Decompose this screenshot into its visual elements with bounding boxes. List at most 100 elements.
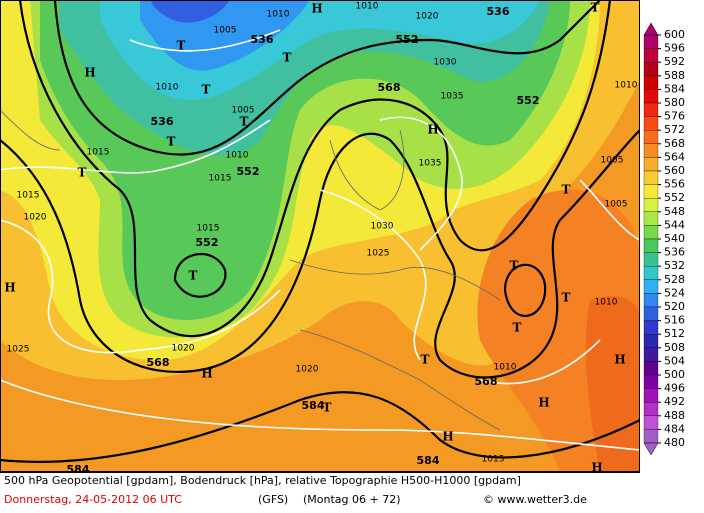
isobar-label: 1020 xyxy=(296,365,319,375)
isobar-label: 1015 xyxy=(209,174,232,184)
contour-label: 552 xyxy=(237,165,260,178)
colorbar-label: 572 xyxy=(664,123,685,136)
isobar-label: 1005 xyxy=(601,156,624,166)
colorbar-label: 600 xyxy=(664,28,685,41)
contour-label: 584 xyxy=(417,454,440,467)
contour-label: 568 xyxy=(475,375,498,388)
colorbar-label: 588 xyxy=(664,69,685,82)
isobar-label: 1010 xyxy=(494,363,517,373)
contour-label: 536 xyxy=(487,5,510,18)
colorbar-label: 552 xyxy=(664,191,685,204)
pressure-center: H xyxy=(427,123,438,137)
isobar-label: 1010 xyxy=(356,2,379,12)
colorbar-label: 532 xyxy=(664,259,685,272)
contour-label: 568 xyxy=(378,81,401,94)
colorbar-bottom-cap xyxy=(643,442,659,456)
isobar-label: 1010 xyxy=(267,10,290,20)
contour-label: 536 xyxy=(251,33,274,46)
isobar-label: 1025 xyxy=(367,249,390,259)
isobar-label: 1035 xyxy=(419,159,442,169)
pressure-center: T xyxy=(591,1,600,15)
colorbar-swatch xyxy=(643,89,659,104)
colorbar-label: 512 xyxy=(664,327,685,340)
colorbar-swatch xyxy=(643,48,659,63)
contour-label: 568 xyxy=(147,356,170,369)
pressure-center: H xyxy=(614,353,625,367)
isobar-label: 1010 xyxy=(615,81,638,91)
colorbar-swatch xyxy=(643,402,659,416)
colorbar-label: 520 xyxy=(664,300,685,313)
colorbar-swatch xyxy=(643,334,659,348)
colorbar-label: 560 xyxy=(664,164,685,177)
colorbar-label: 492 xyxy=(664,395,685,408)
isobar-label: 1020 xyxy=(172,344,195,354)
colorbar-swatch xyxy=(643,252,659,267)
isobar-label: 1030 xyxy=(434,58,457,68)
pressure-center: H xyxy=(201,367,212,381)
colorbar-label: 480 xyxy=(664,436,685,449)
contour-label: 552 xyxy=(396,33,419,46)
colorbar-label: 540 xyxy=(664,232,685,245)
colorbar-label: 504 xyxy=(664,354,685,367)
colorbar-label: 528 xyxy=(664,273,685,286)
isobar-label: 1015 xyxy=(87,148,110,158)
colorbar-label: 524 xyxy=(664,286,685,299)
colorbar-label: 596 xyxy=(664,42,685,55)
colorbar-label: 592 xyxy=(664,55,685,68)
isobar-label: 1015 xyxy=(17,191,40,201)
isobar-label: 1010 xyxy=(156,83,179,93)
pressure-center: T xyxy=(189,269,198,283)
pressure-center: T xyxy=(421,353,430,367)
colorbar-swatch xyxy=(643,143,659,158)
colorbar-label: 556 xyxy=(664,178,685,191)
isobar-label: 1035 xyxy=(441,92,464,102)
pressure-center: T xyxy=(177,39,186,53)
colorbar-label: 544 xyxy=(664,218,685,231)
isobar-label: 1010 xyxy=(226,151,249,161)
isobar-label: 1010 xyxy=(595,298,618,308)
colorbar-label: 488 xyxy=(664,409,685,422)
colorbar-label: 496 xyxy=(664,382,685,395)
isobar-label: 1020 xyxy=(24,213,47,223)
colorbar-swatch xyxy=(643,266,659,280)
contour-label: 552 xyxy=(517,94,540,107)
colorbar-swatch xyxy=(643,198,659,212)
colorbar-top-cap xyxy=(643,22,659,36)
colorbar-swatch xyxy=(643,320,659,335)
pressure-center: T xyxy=(562,183,571,197)
isobar-label: 1015 xyxy=(482,455,505,465)
colorbar-swatch xyxy=(643,361,659,376)
colorbar-swatch xyxy=(643,170,659,185)
colorbar-label: 576 xyxy=(664,110,685,123)
contour-label: 584 xyxy=(302,399,325,412)
colorbar-label: 564 xyxy=(664,150,685,163)
colorbar-swatch xyxy=(643,184,659,199)
colorbar-swatch xyxy=(643,238,659,253)
colorbar-swatch xyxy=(643,211,659,226)
footer-run: (Montag 06 + 72) xyxy=(303,493,401,506)
colorbar-swatch xyxy=(643,130,659,144)
colorbar-swatch xyxy=(643,116,659,131)
pressure-center: T xyxy=(167,135,176,149)
colorbar-label: 584 xyxy=(664,82,685,95)
colorbar-swatch xyxy=(643,279,659,294)
map-field xyxy=(0,0,640,472)
pressure-center: H xyxy=(442,430,453,444)
colorbar-swatch xyxy=(643,415,659,430)
pressure-center: T xyxy=(562,291,571,305)
colorbar-label: 536 xyxy=(664,246,685,259)
colorbar-swatch xyxy=(643,225,659,240)
pressure-center: H xyxy=(538,396,549,410)
colorbar-label: 568 xyxy=(664,137,685,150)
isobar-label: 1025 xyxy=(7,345,30,355)
colorbar-swatch xyxy=(643,102,659,117)
colorbar-swatch xyxy=(643,429,659,444)
pressure-center: T xyxy=(513,321,522,335)
colorbar-swatch xyxy=(643,293,659,308)
colorbar-swatch xyxy=(643,306,659,321)
pressure-center: H xyxy=(84,66,95,80)
colorbar-label: 516 xyxy=(664,314,685,327)
pressure-center: T xyxy=(78,166,87,180)
